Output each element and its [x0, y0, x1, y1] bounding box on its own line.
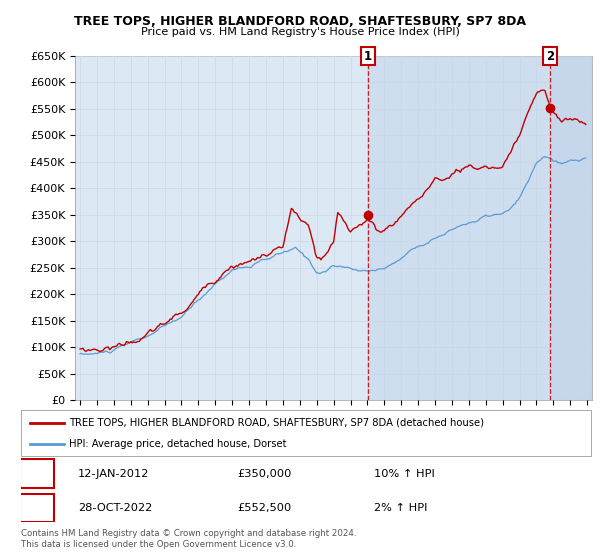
- Text: 2: 2: [547, 49, 554, 63]
- Text: 2% ↑ HPI: 2% ↑ HPI: [374, 503, 428, 513]
- Text: 10% ↑ HPI: 10% ↑ HPI: [374, 469, 435, 479]
- Text: £350,000: £350,000: [238, 469, 292, 479]
- Text: 1: 1: [364, 49, 372, 63]
- Text: 28-OCT-2022: 28-OCT-2022: [78, 503, 152, 513]
- Text: 1: 1: [33, 467, 41, 480]
- Text: HPI: Average price, detached house, Dorset: HPI: Average price, detached house, Dors…: [70, 439, 287, 449]
- Bar: [550, 56, 592, 400]
- Text: 12-JAN-2012: 12-JAN-2012: [78, 469, 149, 479]
- Bar: [368, 56, 592, 400]
- FancyBboxPatch shape: [20, 459, 54, 488]
- Text: Contains HM Land Registry data © Crown copyright and database right 2024.
This d: Contains HM Land Registry data © Crown c…: [21, 529, 356, 549]
- FancyBboxPatch shape: [20, 493, 54, 522]
- Text: TREE TOPS, HIGHER BLANDFORD ROAD, SHAFTESBURY, SP7 8DA: TREE TOPS, HIGHER BLANDFORD ROAD, SHAFTE…: [74, 15, 526, 28]
- Text: TREE TOPS, HIGHER BLANDFORD ROAD, SHAFTESBURY, SP7 8DA (detached house): TREE TOPS, HIGHER BLANDFORD ROAD, SHAFTE…: [70, 418, 484, 428]
- Text: Price paid vs. HM Land Registry's House Price Index (HPI): Price paid vs. HM Land Registry's House …: [140, 27, 460, 37]
- Text: £552,500: £552,500: [238, 503, 292, 513]
- Text: 2: 2: [33, 501, 41, 514]
